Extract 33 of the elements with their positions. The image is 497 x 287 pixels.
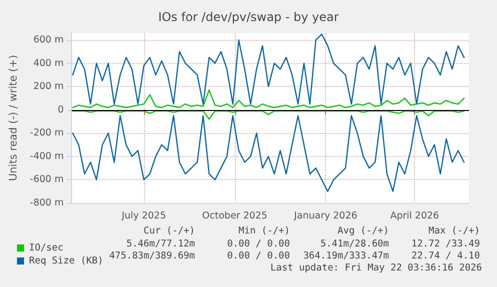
y-tick-label: -200 m [30,128,64,139]
text: 12.72 /33.49 [411,238,480,250]
line-series [72,110,465,120]
y-tick-label: 200 m [33,81,64,92]
text: Max (-/+) [428,226,480,236]
text: Last update: Fri May 22 03:36:16 2026 [270,262,482,274]
text: 364.19m/333.47m [303,250,390,262]
y-tick-label: 600 m [33,34,64,46]
y-tick-label: 400 m [33,58,64,69]
text: 5.46m/77.12m [126,238,196,250]
legend-label: Req Size (KB) [29,256,104,266]
line-series [72,34,465,105]
chart-title: IOs for /dev/pv/swap - by year [158,10,339,24]
y-tick-label: -600 m [30,174,64,186]
text: 22.74 / 4.10 [411,250,480,262]
text: Min (-/+) [238,226,290,236]
line-series [72,115,465,192]
text: Cur (-/+) [144,226,196,236]
x-tick-label: July 2025 [120,210,166,222]
y-axis-title: Units read (-) / write (+) [8,54,20,182]
x-tick-label: January 2026 [293,210,358,222]
y-tick-label: -800 m [30,198,64,208]
legend-label: IO/sec [29,242,64,254]
text: 5.41m/28.60m [320,238,390,250]
text: 0.00 / 0.00 [227,238,290,250]
x-tick-label: April 2026 [390,210,440,222]
text: Avg (-/+) [338,226,390,236]
y-tick-label: -400 m [30,150,64,162]
line-series [72,89,465,108]
text: 475.83m/389.69m [109,250,196,262]
text: 0.00 / 0.00 [227,250,290,262]
y-tick-label: 0 [58,104,64,116]
x-tick-label: October 2025 [202,210,268,222]
